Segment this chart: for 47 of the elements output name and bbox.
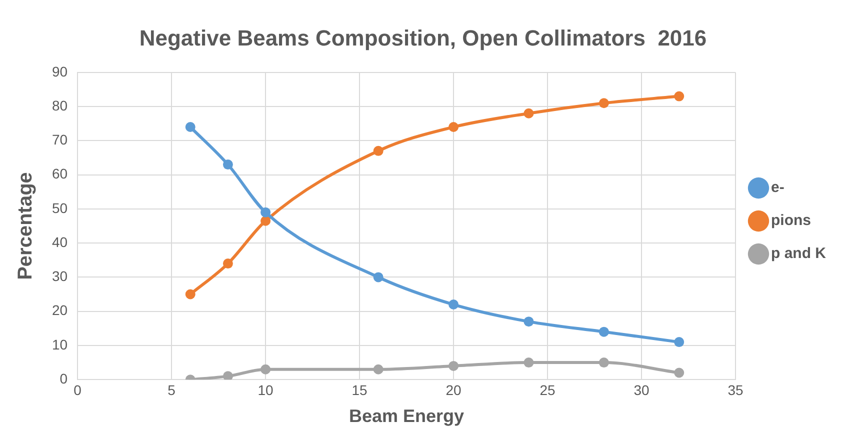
point xyxy=(373,146,384,156)
chart-title: Negative Beams Composition, Open Collimators 2016 xyxy=(139,25,707,50)
point xyxy=(674,91,684,102)
point xyxy=(524,316,534,327)
y-tick-label: 80 xyxy=(52,97,68,114)
point xyxy=(373,272,384,282)
point xyxy=(222,258,233,269)
x-tick-label: 15 xyxy=(352,382,368,398)
legend-label: pions xyxy=(771,212,811,230)
point xyxy=(524,358,534,368)
x-tick-label: 35 xyxy=(728,382,744,398)
legend-label: e- xyxy=(771,179,784,196)
y-tick-label: 70 xyxy=(52,132,68,148)
point xyxy=(373,364,384,374)
y-tick-label: 0 xyxy=(60,370,68,386)
y-tick-label: 60 xyxy=(52,166,68,182)
point xyxy=(448,360,459,371)
x-tick-label: 10 xyxy=(258,382,274,398)
point xyxy=(674,368,684,378)
point xyxy=(598,98,609,108)
point xyxy=(260,364,271,374)
point xyxy=(448,300,459,310)
point xyxy=(222,371,233,380)
point xyxy=(222,160,233,170)
y-tick-label: 20 xyxy=(52,302,68,318)
point xyxy=(448,122,459,132)
x-tick-label: 5 xyxy=(168,382,176,398)
point xyxy=(524,108,534,118)
x-tick-label: 25 xyxy=(540,382,556,398)
point xyxy=(185,122,196,132)
point xyxy=(185,289,196,300)
x-tick-label: 30 xyxy=(634,382,650,398)
y-axis-title: Percentage xyxy=(14,172,37,280)
x-axis-title: Beam Energy xyxy=(349,406,464,426)
y-tick-label: 40 xyxy=(52,234,68,250)
point xyxy=(598,358,609,368)
legend-label: p and K xyxy=(771,245,826,262)
point xyxy=(598,326,609,337)
x-tick-label: 0 xyxy=(74,382,82,398)
y-tick-label: 50 xyxy=(52,200,68,216)
point xyxy=(260,207,271,218)
x-tick-label: 20 xyxy=(446,382,462,398)
point xyxy=(674,337,684,348)
point xyxy=(260,216,271,226)
y-tick-label: 90 xyxy=(52,63,68,80)
y-tick-label: 10 xyxy=(52,336,68,352)
y-tick-label: 30 xyxy=(52,268,68,284)
